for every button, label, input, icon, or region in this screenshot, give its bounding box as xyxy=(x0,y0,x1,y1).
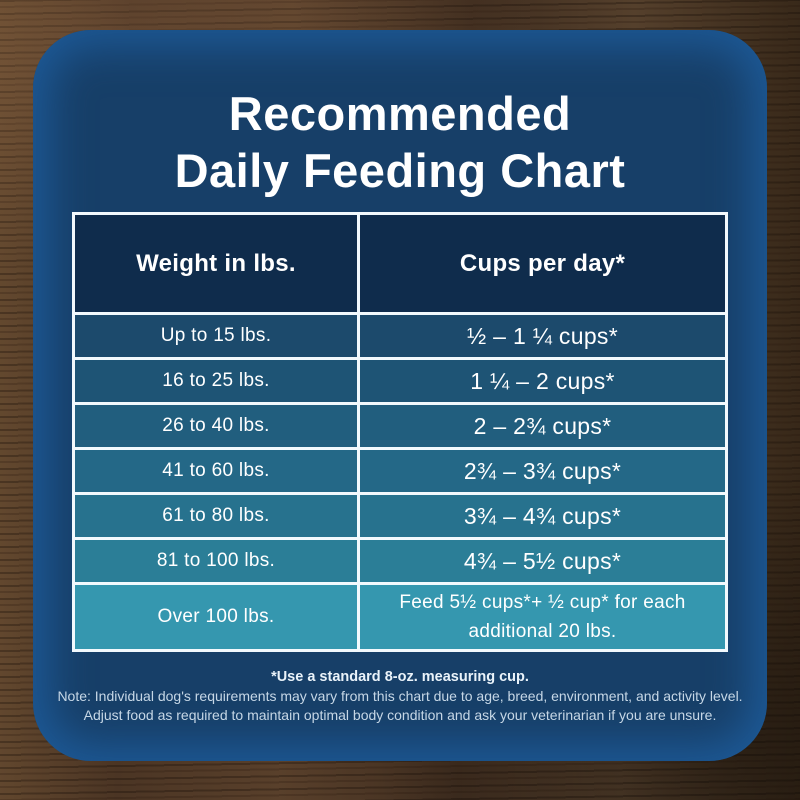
feeding-chart-card: Recommended Daily Feeding Chart Weight i… xyxy=(33,30,767,761)
weight-cell: Over 100 lbs. xyxy=(75,585,357,649)
disclaimer-line-2: Adjust food as required to maintain opti… xyxy=(83,707,717,723)
disclaimer-line-1: Note: Individual dog's requirements may … xyxy=(57,688,743,704)
table-row: 81 to 100 lbs. 4¾ – 5½ cups* xyxy=(75,540,725,582)
page-title: Recommended Daily Feeding Chart xyxy=(175,85,626,199)
cups-cell: Feed 5½ cups*+ ½ cup* for each additiona… xyxy=(360,585,725,649)
title-line-2: Daily Feeding Chart xyxy=(174,144,626,197)
cups-cell: 3¾ – 4¾ cups* xyxy=(360,495,725,537)
cups-cell: 4¾ – 5½ cups* xyxy=(360,540,725,582)
table-row: 41 to 60 lbs. 2¾ – 3¾ cups* xyxy=(75,450,725,492)
cups-cell: 2¾ – 3¾ cups* xyxy=(360,450,725,492)
weight-cell: Up to 15 lbs. xyxy=(75,315,357,357)
weight-cell: 81 to 100 lbs. xyxy=(75,540,357,582)
weight-cell: 41 to 60 lbs. xyxy=(75,450,357,492)
footnotes: *Use a standard 8-oz. measuring cup. Not… xyxy=(50,668,750,725)
table-row: 16 to 25 lbs. 1 ¼ – 2 cups* xyxy=(75,360,725,402)
weight-cell: 16 to 25 lbs. xyxy=(75,360,357,402)
column-header-weight: Weight in lbs. xyxy=(75,215,357,312)
feeding-table: Weight in lbs. Cups per day* Up to 15 lb… xyxy=(72,212,728,652)
cups-cell: 2 – 2¾ cups* xyxy=(360,405,725,447)
cups-cell: ½ – 1 ¼ cups* xyxy=(360,315,725,357)
table-row: 26 to 40 lbs. 2 – 2¾ cups* xyxy=(75,405,725,447)
table-row: Up to 15 lbs. ½ – 1 ¼ cups* xyxy=(75,315,725,357)
weight-cell: 61 to 80 lbs. xyxy=(75,495,357,537)
title-line-1: Recommended xyxy=(228,87,572,140)
table-header-row: Weight in lbs. Cups per day* xyxy=(75,215,725,312)
table-row: Over 100 lbs. Feed 5½ cups*+ ½ cup* for … xyxy=(75,585,725,649)
table-row: 61 to 80 lbs. 3¾ – 4¾ cups* xyxy=(75,495,725,537)
column-header-cups: Cups per day* xyxy=(360,215,725,312)
cups-cell: 1 ¼ – 2 cups* xyxy=(360,360,725,402)
cups-cell-text: Feed 5½ cups*+ ½ cup* for each additiona… xyxy=(399,591,686,642)
measuring-cup-note: *Use a standard 8-oz. measuring cup. xyxy=(271,669,529,685)
weight-cell: 26 to 40 lbs. xyxy=(75,405,357,447)
